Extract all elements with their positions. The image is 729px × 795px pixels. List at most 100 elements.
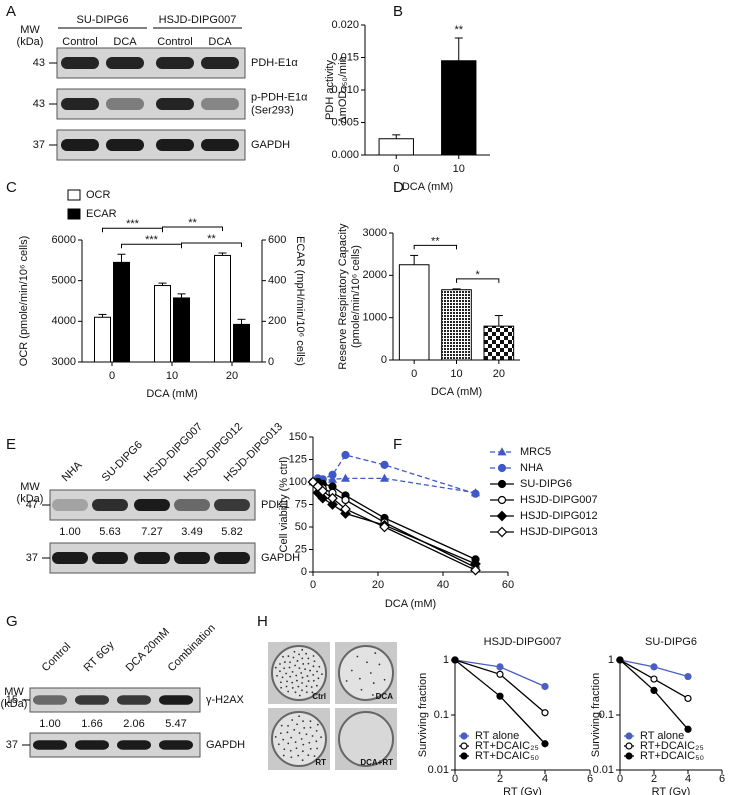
quantification: 1.00 (39, 718, 60, 730)
legend-marker (460, 752, 468, 760)
colony (297, 754, 300, 757)
colony (279, 681, 282, 684)
blot-band (174, 499, 210, 511)
legend-marker (460, 732, 468, 740)
blot-band (201, 98, 239, 110)
legend-marker (625, 732, 633, 740)
legend-label: ECAR (86, 208, 117, 220)
x-tick-label: 20 (372, 579, 384, 591)
y2-tick-label: 200 (268, 315, 286, 327)
colony (282, 655, 284, 658)
mw-header: MW (20, 24, 40, 36)
y-tick-label: 3000 (52, 356, 76, 368)
mw-label: 47 (26, 499, 38, 511)
colony (308, 741, 311, 744)
colony (279, 663, 281, 665)
legend-marker (497, 463, 507, 473)
colony (306, 675, 309, 677)
colony (302, 663, 305, 665)
marker (317, 485, 329, 497)
panel-label: A (6, 3, 16, 20)
y-tick-label: 0.01 (593, 764, 614, 776)
colony (378, 663, 381, 666)
panel-label: G (6, 613, 18, 630)
colony (315, 729, 318, 732)
colony (374, 652, 377, 654)
colony (307, 662, 310, 665)
colony (291, 681, 294, 684)
marker (380, 460, 389, 469)
colony (294, 741, 297, 744)
significance-bracket (456, 278, 500, 283)
row-label: PDH-E1α (251, 57, 298, 69)
legend-label: HSJD-DIPG007 (520, 494, 598, 506)
colony (309, 726, 312, 729)
row-label: (Ser293) (251, 104, 294, 116)
colony (309, 669, 311, 672)
x-tick-label: 4 (685, 773, 691, 785)
mw-header: MW (20, 481, 40, 493)
marker (541, 740, 549, 748)
marker (317, 492, 329, 504)
dish (338, 711, 394, 767)
colony (289, 675, 292, 678)
row-label: PDK1 (261, 499, 290, 511)
colony (294, 691, 297, 694)
colony (305, 733, 308, 736)
bar (113, 261, 130, 363)
blot-band (33, 695, 67, 705)
colony (291, 719, 294, 721)
colony (290, 736, 293, 739)
colony (287, 655, 290, 658)
colony (283, 661, 286, 663)
x-tick-label: 0 (310, 579, 316, 591)
x-tick-label: 20 (226, 370, 238, 382)
marker (328, 470, 337, 479)
legend-label: HSJD-DIPG012 (520, 510, 598, 522)
colony (313, 755, 316, 758)
colony (280, 686, 283, 689)
significance-label: ** (207, 233, 216, 245)
colony-label: DCA+RT (360, 758, 393, 767)
colony (358, 677, 361, 680)
legend-marker (497, 447, 507, 456)
y-tick-label: 0.005 (331, 116, 359, 128)
colony (311, 735, 314, 737)
y-tick-label: 0.01 (428, 764, 449, 776)
mw-header: (kDa) (17, 36, 44, 48)
colony (301, 689, 303, 692)
colony (311, 691, 314, 694)
axis-title: DCA (mM) (385, 598, 436, 610)
colony (305, 691, 308, 694)
lane-label: RT 6Gy (82, 639, 117, 674)
axis-title: PDH activity (324, 60, 336, 120)
row-label: GAPDH (251, 139, 290, 151)
blot-band (52, 499, 88, 511)
mw-label: 37 (33, 139, 45, 151)
lane-label: DCA (208, 36, 232, 48)
quantification: 5.63 (99, 526, 120, 538)
significance-bracket (181, 242, 242, 248)
y-tick-label: 125 (289, 453, 307, 465)
colony (345, 680, 348, 682)
y-tick-label: 0 (381, 354, 387, 366)
colony (321, 673, 323, 676)
colony (356, 655, 359, 658)
colony (298, 653, 300, 656)
x-tick-label: 0 (617, 773, 623, 785)
y-tick-label: 150 (289, 431, 307, 443)
colony (312, 665, 315, 668)
blot-band (106, 98, 144, 110)
y2-tick-label: 600 (268, 234, 286, 246)
colony (300, 738, 303, 740)
colony-label: Ctrl (312, 692, 326, 701)
bar (94, 316, 111, 363)
legend-label: MRC5 (520, 446, 551, 458)
bar (398, 264, 430, 361)
marker (341, 495, 350, 505)
significance-label: ** (431, 235, 440, 247)
colony (302, 720, 304, 723)
legend-marker (496, 510, 508, 522)
x-tick-label: 4 (542, 773, 548, 785)
colony (288, 666, 291, 669)
